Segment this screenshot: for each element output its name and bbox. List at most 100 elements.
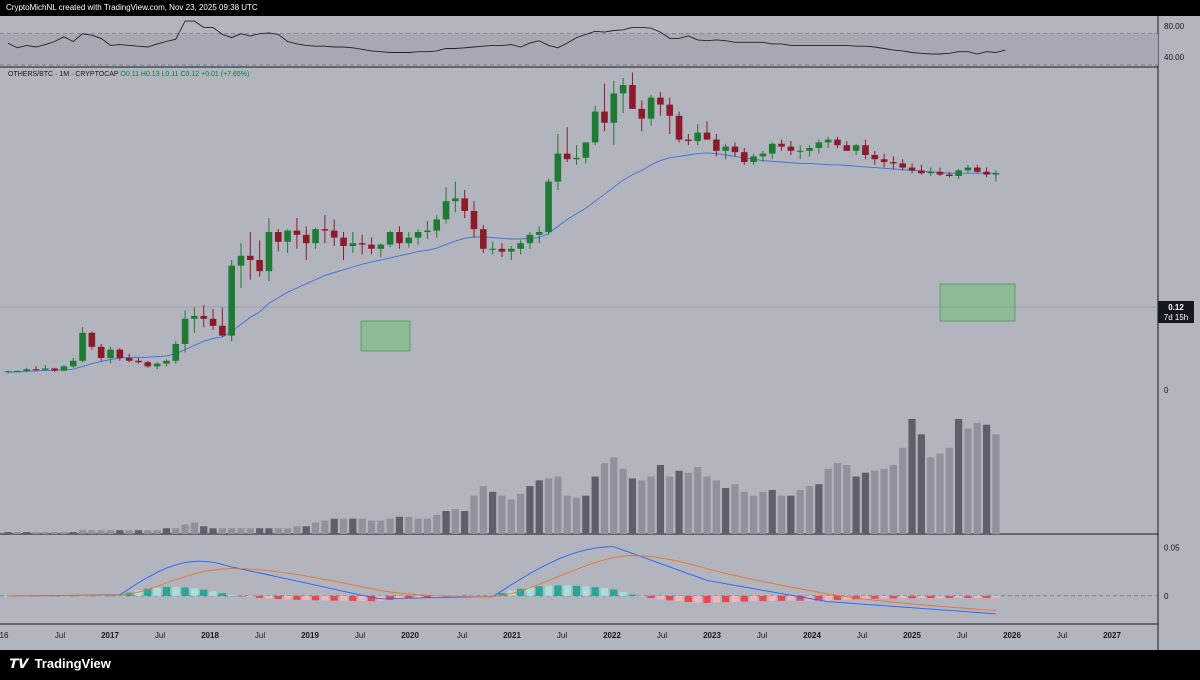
candle-body [247,255,254,260]
macd-histogram-bar [861,595,870,599]
volume-bar [200,526,208,534]
volume-bar [60,532,68,534]
tradingview-logo[interactable]: 𝗧𝗩 TradingView [8,656,111,672]
chart-area[interactable]: 80.00 40.00 0 0.12 7d 15h 0.05 0 16 Jul 2017 Jul 20… [0,16,1200,650]
volume-bar [750,495,758,534]
macd-histogram-bar [572,585,581,596]
volume-bar [377,520,385,534]
time-axis-label: 2022 [603,631,621,640]
accumulation-box-2025 [939,283,1016,322]
volume-bar [88,530,96,534]
chart-header: CryptoMichNL created with TradingView.co… [6,3,258,12]
candle-body [377,244,385,249]
candle-body [219,325,226,336]
candle-body [135,360,142,363]
price-badge-value: 0.12 [1168,303,1184,312]
volume-bar [759,491,767,534]
volume-bar [311,522,320,534]
candle-body [815,142,823,148]
candle-body [843,145,851,151]
macd-histogram-bar [134,590,143,596]
macd-histogram-bar [526,587,534,596]
volume-bar [787,495,795,534]
volume-bar [992,434,1000,534]
candle-body [340,237,347,246]
volume-bar [899,447,907,534]
volume-bar [69,532,77,534]
macd-histogram-bar [638,595,646,597]
macd-histogram-bar [610,589,618,596]
time-axis-label: Jul [1057,631,1067,640]
macd-histogram-bar [78,595,87,597]
candle-body [60,366,68,371]
candle-body [14,370,21,372]
macd-histogram-bar [908,595,916,599]
volume-bar [144,530,152,534]
volume-bar [41,532,49,534]
time-axis-label: Jul [857,631,867,640]
volume-bar [591,476,599,534]
macd-histogram-bar [843,595,851,600]
candle-body [657,97,664,105]
candle-body [610,93,618,123]
candle-body [368,244,375,249]
volume-bar [405,516,413,534]
volume-bar [125,530,133,534]
macd-histogram-bar [600,588,609,596]
candle-body [927,171,934,174]
macd-histogram-bar [992,595,1000,598]
candle-body [918,170,925,174]
volume-bar [451,509,459,534]
candle-body [666,104,674,116]
macd-histogram-bar [144,588,152,596]
candle-body [573,157,580,160]
macd-histogram-bar [628,594,637,596]
candle-body [992,173,1000,175]
candle-body [964,167,972,171]
candle-body [191,316,198,319]
volume-bar [805,486,814,534]
volume-bar [51,532,59,534]
candle-body [713,139,720,151]
macd-histogram-bar [554,585,562,596]
volume-bar [181,524,189,534]
volume-bar [507,499,515,534]
candle-body [172,344,180,361]
candle-body [787,146,795,151]
candle-body [946,174,953,176]
volume-bar [927,457,935,534]
volume-bar [153,530,161,534]
macd-histogram-bar [153,587,161,596]
volume-bar [330,518,338,534]
symbol-name: OTHERS/BTC · 1M · CRYPTOCAP [8,71,119,78]
macd-histogram-bar [535,586,543,596]
candle-body [517,243,524,249]
macd-histogram-bar [656,595,664,600]
volume-bar [423,518,431,534]
volume-bar [880,468,888,534]
macd-histogram-bar [405,595,413,599]
volume-bar [526,486,534,534]
macd-line [7,546,996,615]
macd-histogram-bar [647,595,655,599]
volume-bar [237,528,245,534]
macd-histogram-bar [116,595,124,597]
volume-bar [172,528,180,534]
volume-bar [712,480,720,534]
volume-bar [544,478,553,534]
time-axis-label: 2019 [301,631,319,640]
volume-bar [284,528,292,534]
macd-histogram-bar [983,595,991,598]
macd-histogram-bar [423,595,431,598]
volume-bar [908,419,916,534]
candle-body [480,229,487,249]
candle-body [535,232,543,235]
volume-bar [610,457,618,534]
candle-body [274,232,282,242]
volume-bar [563,495,571,534]
volume-bar [246,528,254,534]
candle-body [312,229,319,244]
volume-bar [777,495,786,534]
volume-bar [116,530,124,534]
volume-bar [265,528,273,534]
